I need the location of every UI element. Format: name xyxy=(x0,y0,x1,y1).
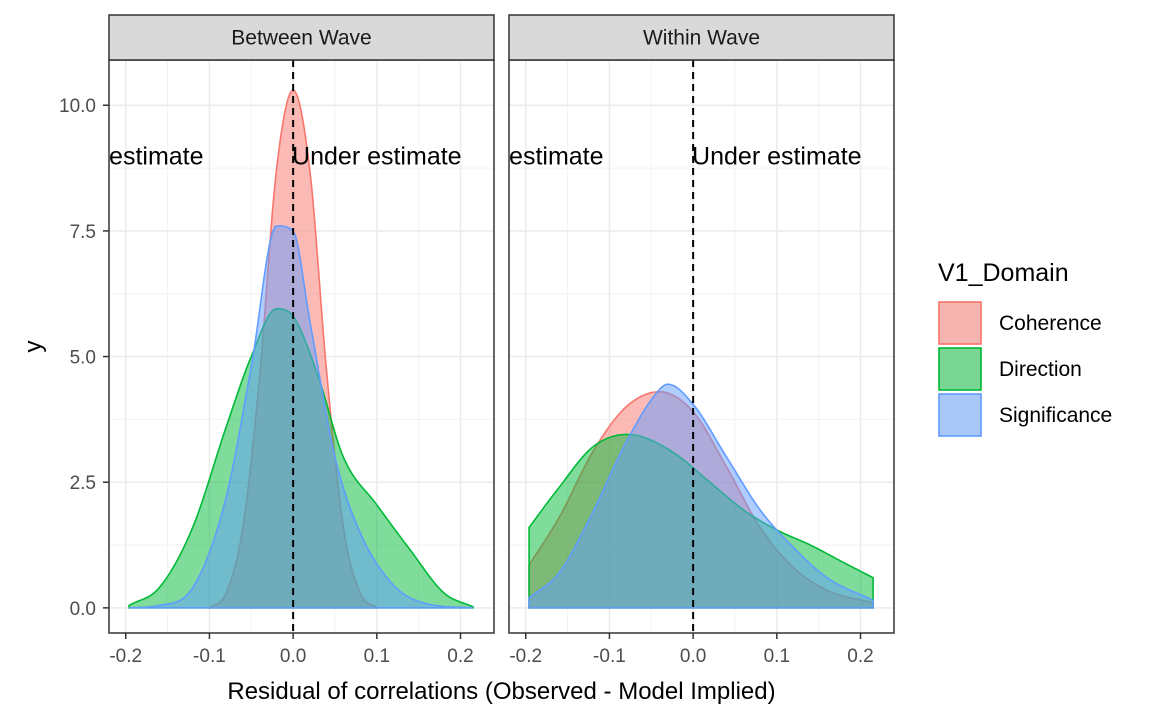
legend-swatch-significance xyxy=(938,393,982,437)
facet-panel-within-wave: Over estimate Under estimate Within Wave -0… xyxy=(448,14,895,667)
legend-label-direction: Direction xyxy=(999,358,1082,381)
density-area-significance xyxy=(129,225,474,609)
y-tick-label: 10.0 xyxy=(59,96,96,117)
annotation-group: Over estimate Under estimate xyxy=(448,143,862,171)
legend-swatch-direction xyxy=(938,347,982,391)
y-tick-label: 5.0 xyxy=(70,348,96,369)
under-estimate-annotation: Under estimate xyxy=(692,143,862,171)
x-tick-label: -0.2 xyxy=(109,646,142,667)
annotation-group: Over estimate Under estimate xyxy=(48,143,462,171)
facet-strip xyxy=(108,14,495,61)
x-tick-label: 0.1 xyxy=(364,646,390,667)
facet-strip-label: Within Wave xyxy=(643,27,760,50)
under-estimate-annotation: Under estimate xyxy=(292,143,462,171)
facet-panel-between-wave: Over estimate Under estimate Between Wave -… xyxy=(48,14,495,667)
density-area-significance xyxy=(528,383,874,609)
over-estimate-annotation: Over estimate xyxy=(48,143,204,171)
y-axis-title: y xyxy=(20,341,47,353)
y-tick-label: 2.5 xyxy=(70,473,96,494)
legend-label-significance: Significance xyxy=(999,404,1112,427)
legend-label-coherence: Coherence xyxy=(999,312,1102,335)
facet-strip xyxy=(508,14,895,61)
facet-strip-label: Between Wave xyxy=(231,27,371,50)
x-axis-title: Residual of correlations (Observed - Mod… xyxy=(227,678,775,705)
x-tick-label: -0.2 xyxy=(509,646,542,667)
y-tick-label: 7.5 xyxy=(70,222,96,243)
x-tick-label: 0.1 xyxy=(764,646,790,667)
legend: V1_Domain Coherence Direction Significance xyxy=(938,259,1112,437)
y-axis: 0.0 2.5 5.0 7.5 10.0 xyxy=(59,96,109,620)
x-tick-label: 0.2 xyxy=(447,646,473,667)
density-areas xyxy=(528,383,874,609)
x-tick-label: 0.0 xyxy=(280,646,306,667)
x-tick-label: -0.1 xyxy=(193,646,226,667)
over-estimate-annotation: Over estimate xyxy=(448,143,604,171)
y-tick-label: 0.0 xyxy=(70,599,96,620)
legend-swatch-coherence xyxy=(938,301,982,345)
x-tick-label: -0.1 xyxy=(593,646,626,667)
x-tick-label: 0.0 xyxy=(680,646,706,667)
legend-title: V1_Domain xyxy=(938,259,1069,287)
x-tick-label: 0.2 xyxy=(847,646,873,667)
